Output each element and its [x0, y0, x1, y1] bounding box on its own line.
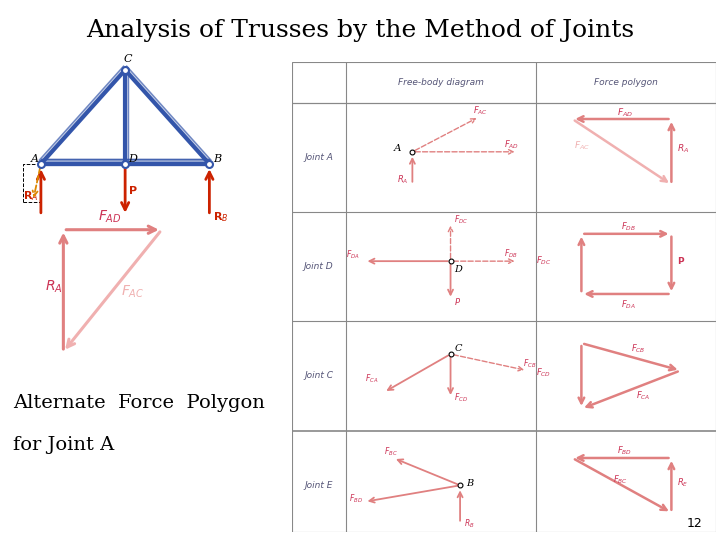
- Text: Free-body diagram: Free-body diagram: [398, 78, 484, 87]
- Text: P: P: [677, 257, 683, 266]
- Text: $F_{CB}$: $F_{CB}$: [523, 357, 536, 370]
- Text: $\mathbf{R}_A$: $\mathbf{R}_A$: [22, 189, 38, 203]
- Text: $F_{BD}$: $F_{BD}$: [349, 492, 364, 505]
- Text: 12: 12: [686, 517, 702, 530]
- Polygon shape: [41, 159, 210, 164]
- Text: D: D: [128, 153, 138, 164]
- Text: Joint E: Joint E: [305, 481, 333, 490]
- Text: $F_{BC}$: $F_{BC}$: [384, 446, 397, 458]
- Text: $F_{CD}$: $F_{CD}$: [454, 391, 468, 403]
- Text: $F_{AC}$: $F_{AC}$: [121, 284, 144, 300]
- Text: Alternate  Force  Polygon: Alternate Force Polygon: [13, 394, 265, 412]
- Text: A: A: [31, 153, 39, 164]
- Text: $\mathbf{R}_B$: $\mathbf{R}_B$: [212, 210, 228, 224]
- Text: $R_A$: $R_A$: [45, 279, 63, 295]
- Text: C: C: [454, 344, 462, 353]
- Text: $F_{AD}$: $F_{AD}$: [616, 107, 633, 119]
- Text: $R_A$: $R_A$: [677, 143, 689, 156]
- Text: $F_{AD}$: $F_{AD}$: [99, 208, 122, 225]
- Text: B: B: [466, 480, 473, 488]
- Text: $R_E$: $R_E$: [677, 476, 688, 489]
- Polygon shape: [125, 70, 128, 164]
- Text: $F_{BD}$: $F_{BD}$: [616, 444, 631, 457]
- Text: P: P: [454, 298, 459, 307]
- Polygon shape: [125, 159, 210, 164]
- Text: Joint D: Joint D: [304, 262, 333, 271]
- Text: $F_{CA}$: $F_{CA}$: [365, 373, 378, 385]
- Text: A: A: [393, 144, 401, 153]
- Text: $F_{AD}$: $F_{AD}$: [504, 138, 519, 151]
- Text: Analysis of Trusses by the Method of Joints: Analysis of Trusses by the Method of Joi…: [86, 19, 634, 42]
- Polygon shape: [41, 159, 125, 164]
- Text: $F_{DC}$: $F_{DC}$: [454, 214, 469, 226]
- Text: $F_{AC}$: $F_{AC}$: [474, 105, 488, 117]
- Text: for Joint A: for Joint A: [13, 436, 114, 455]
- Text: $R_B$: $R_B$: [464, 518, 474, 530]
- Polygon shape: [40, 66, 125, 164]
- Text: $F_{CB}$: $F_{CB}$: [631, 342, 646, 355]
- Text: $F_{DB}$: $F_{DB}$: [504, 248, 518, 260]
- Text: $R_A$: $R_A$: [397, 173, 408, 186]
- Text: $F_{DA}$: $F_{DA}$: [621, 298, 636, 310]
- Text: Force polygon: Force polygon: [595, 78, 658, 87]
- Text: $F_{DB}$: $F_{DB}$: [621, 220, 636, 233]
- Text: $F_{DC}$: $F_{DC}$: [536, 255, 552, 267]
- Text: D: D: [454, 265, 462, 274]
- Text: $F_{CD}$: $F_{CD}$: [536, 367, 552, 380]
- Text: $\mathbf{P}$: $\mathbf{P}$: [128, 185, 138, 197]
- Text: $F_{AC}$: $F_{AC}$: [575, 139, 590, 152]
- Text: Joint C: Joint C: [304, 372, 333, 381]
- Text: B: B: [212, 153, 221, 164]
- Text: Joint A: Joint A: [304, 153, 333, 162]
- Text: $F_{DA}$: $F_{DA}$: [346, 249, 359, 261]
- Text: C: C: [124, 53, 132, 64]
- Text: $F_{CA}$: $F_{CA}$: [636, 389, 651, 402]
- Text: $F_{BC}$: $F_{BC}$: [613, 473, 628, 485]
- Polygon shape: [125, 66, 211, 164]
